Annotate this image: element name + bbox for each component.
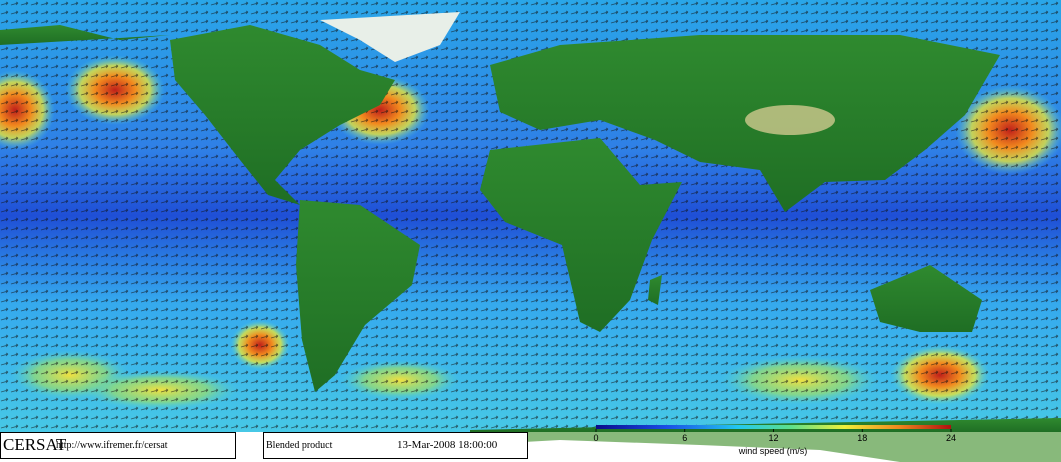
colorbar (596, 425, 951, 429)
continents (0, 12, 1061, 432)
tibet-plateau (745, 105, 835, 135)
antarctica (470, 432, 1061, 462)
colorbar-tick-label: 18 (857, 433, 867, 443)
logo: CERSAT (3, 435, 67, 454)
url: http://www.ifremer.fr/cersat (56, 440, 168, 451)
product-box (263, 432, 528, 459)
colorbar-tick-label: 6 (682, 433, 687, 443)
datetime: 13-Mar-2008 18:00:00 (397, 439, 498, 451)
colorbar-tick-label: 24 (946, 433, 956, 443)
colorbar-tick-label: 12 (768, 433, 778, 443)
logo-box (0, 432, 236, 459)
product: Blended product (266, 440, 333, 451)
colorbar-label: wind speed (m/s) (738, 446, 808, 456)
colorbar-tick-label: 0 (593, 433, 598, 443)
